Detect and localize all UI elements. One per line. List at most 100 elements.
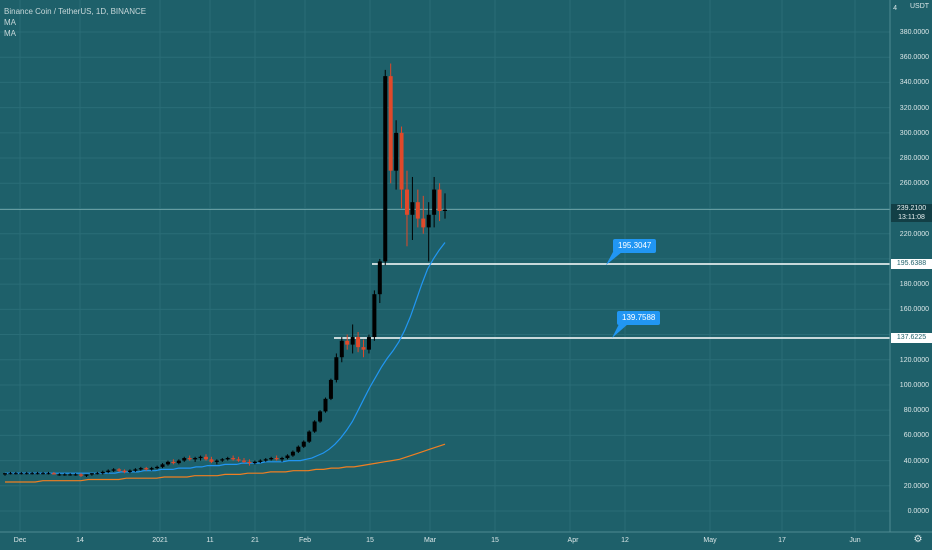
price-tick-label: 80.0000 xyxy=(903,407,929,415)
candle-body xyxy=(443,209,447,212)
candle-body xyxy=(30,473,35,475)
candle-body xyxy=(41,473,46,475)
candle-body xyxy=(111,469,116,471)
candle-body xyxy=(285,455,290,459)
candle-body xyxy=(68,474,73,476)
price-tick-label: 100.0000 xyxy=(899,381,929,389)
candle-body xyxy=(165,461,170,465)
candle-body xyxy=(193,458,198,460)
candle-body xyxy=(339,340,344,358)
candle-body xyxy=(62,474,67,476)
date-tick-label: Mar xyxy=(423,537,437,544)
ma-slow-line xyxy=(5,443,446,483)
price-tick-label: 60.0000 xyxy=(903,432,929,440)
candle-body xyxy=(100,471,105,474)
candle-body xyxy=(57,474,62,476)
date-tick-label: 21 xyxy=(251,537,259,544)
candle-body xyxy=(117,469,122,471)
candle-body xyxy=(399,132,404,190)
candle-body xyxy=(203,456,208,460)
price-tick-label: 120.0000 xyxy=(899,356,929,364)
level-tag-2: 137.6225 xyxy=(891,333,932,343)
date-tick-label: 17 xyxy=(778,537,786,544)
candle-body xyxy=(366,337,371,350)
candle-body xyxy=(187,458,192,460)
candle-body xyxy=(24,473,29,475)
moving-averages xyxy=(5,242,446,483)
candle-body xyxy=(410,202,415,215)
candle-body xyxy=(106,470,111,472)
candle-body xyxy=(269,458,274,460)
candle-body xyxy=(182,458,187,461)
horizontal-levels xyxy=(0,209,890,339)
candle-body xyxy=(404,189,409,215)
candle-body xyxy=(394,132,399,171)
callout-pointer-2 xyxy=(612,324,628,338)
candle-body xyxy=(388,76,393,171)
candle-body xyxy=(171,461,176,464)
candle-body xyxy=(312,421,317,432)
candle-body xyxy=(318,411,323,422)
price-tick-label: 320.0000 xyxy=(899,104,929,112)
date-tick-label: Feb xyxy=(298,537,312,544)
ma-fast-line xyxy=(5,242,446,474)
price-tick-label: 380.0000 xyxy=(899,29,929,36)
candle-body xyxy=(426,214,431,228)
price-tick-label: 40.0000 xyxy=(903,457,929,465)
candle-body xyxy=(356,337,361,348)
level-callout-2[interactable]: 139.7588 xyxy=(617,311,661,325)
gear-icon[interactable]: ⚙ xyxy=(913,534,923,545)
date-tick-label: 15 xyxy=(366,537,374,544)
candle-body xyxy=(242,460,247,462)
candle-body xyxy=(149,468,154,470)
candle-body xyxy=(89,473,94,475)
chart-legend: Binance Coin / TetherUS, 1D, BINANCE MA … xyxy=(4,6,146,39)
callout-pointer-1 xyxy=(606,252,622,265)
candle-body xyxy=(345,340,350,345)
candle-body xyxy=(307,431,312,442)
date-tick-label: 14 xyxy=(76,537,84,544)
candle-body xyxy=(421,218,426,228)
candle-body xyxy=(133,469,138,471)
price-tick-label: 180.0000 xyxy=(899,281,929,289)
candle-body xyxy=(372,294,377,338)
ma-indicator-1[interactable]: MA xyxy=(4,18,16,27)
candle-body xyxy=(296,446,301,452)
candle-body xyxy=(280,458,285,460)
candle-body xyxy=(328,379,333,399)
candle-body xyxy=(214,460,219,462)
candle-body xyxy=(231,458,236,460)
date-tick-label: 2021 xyxy=(152,537,168,544)
candle-body xyxy=(3,473,7,475)
candle-body xyxy=(323,398,328,412)
current-price-tag: 239.2100 13:11:08 xyxy=(891,204,932,222)
date-tick-label: Dec xyxy=(13,537,27,544)
date-tick-label: Apr xyxy=(567,537,579,544)
candle-body xyxy=(95,473,100,475)
candle-body xyxy=(19,473,24,475)
level-tag-1: 195.6388 xyxy=(891,259,932,269)
date-tick-label: 12 xyxy=(621,537,629,544)
price-tick-label: 0.0000 xyxy=(907,508,929,515)
candle-body xyxy=(155,466,160,469)
candle-body xyxy=(79,474,84,476)
candle-body xyxy=(252,461,257,464)
current-price-countdown: 13:11:08 xyxy=(898,214,925,221)
candlesticks xyxy=(3,63,447,477)
ma-indicator-2[interactable]: MA xyxy=(4,29,16,38)
candle-body xyxy=(437,189,442,212)
price-label-top: 4 xyxy=(893,5,897,12)
candle-body xyxy=(263,459,268,461)
candle-body xyxy=(35,473,40,475)
candle-body xyxy=(247,461,252,464)
level-callout-1[interactable]: 195.3047 xyxy=(613,239,657,253)
candle-body xyxy=(198,456,203,459)
price-tick-label: 160.0000 xyxy=(899,306,929,314)
currency-label: USDT xyxy=(910,3,930,10)
symbol-title[interactable]: Binance Coin / TetherUS, 1D, BINANCE xyxy=(4,7,147,16)
candle-body xyxy=(51,473,56,475)
candle-body xyxy=(415,202,420,219)
candle-body xyxy=(361,347,366,350)
candle-body xyxy=(290,451,295,456)
